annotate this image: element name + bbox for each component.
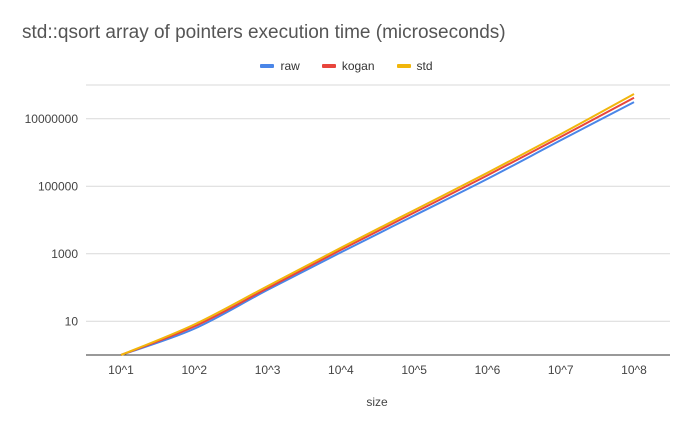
y-tick-label: 100000 xyxy=(38,179,78,193)
x-tick-label: 10^7 xyxy=(548,363,574,377)
y-tick-labels: 10 1000 100000 10000000 xyxy=(25,112,79,329)
legend-item-std[interactable]: std xyxy=(396,59,433,73)
x-tick-label: 10^2 xyxy=(181,363,207,377)
series-lines xyxy=(120,93,635,356)
x-tick-labels: 10^1 10^2 10^3 10^4 10^5 10^6 10^7 10^8 xyxy=(108,363,647,377)
legend-label-kogan: kogan xyxy=(341,59,375,73)
legend-label-raw: raw xyxy=(280,59,300,73)
chart-title: std::qsort array of pointers execution t… xyxy=(22,22,506,43)
x-tick-label: 10^1 xyxy=(108,363,134,377)
x-tick-label: 10^8 xyxy=(621,363,647,377)
legend: raw kogan std xyxy=(0,59,693,73)
series-line-kogan[interactable] xyxy=(120,96,635,356)
y-tick-label: 10 xyxy=(65,314,79,328)
x-tick-label: 10^6 xyxy=(475,363,501,377)
x-axis-title: size xyxy=(366,395,388,409)
y-tick-label: 1000 xyxy=(51,247,78,261)
series-line-std[interactable] xyxy=(120,93,635,356)
x-tick-label: 10^5 xyxy=(401,363,427,377)
legend-swatch-raw xyxy=(260,64,275,68)
legend-item-raw[interactable]: raw xyxy=(260,59,300,73)
x-tick-label: 10^3 xyxy=(255,363,281,377)
gridlines xyxy=(86,84,670,356)
legend-item-kogan[interactable]: kogan xyxy=(321,59,375,73)
legend-label-std: std xyxy=(416,59,433,73)
y-tick-label: 10000000 xyxy=(25,112,79,126)
x-tick-label: 10^4 xyxy=(328,363,354,377)
series-line-raw[interactable] xyxy=(120,101,635,356)
legend-swatch-std xyxy=(396,64,411,68)
legend-swatch-kogan xyxy=(321,64,336,68)
